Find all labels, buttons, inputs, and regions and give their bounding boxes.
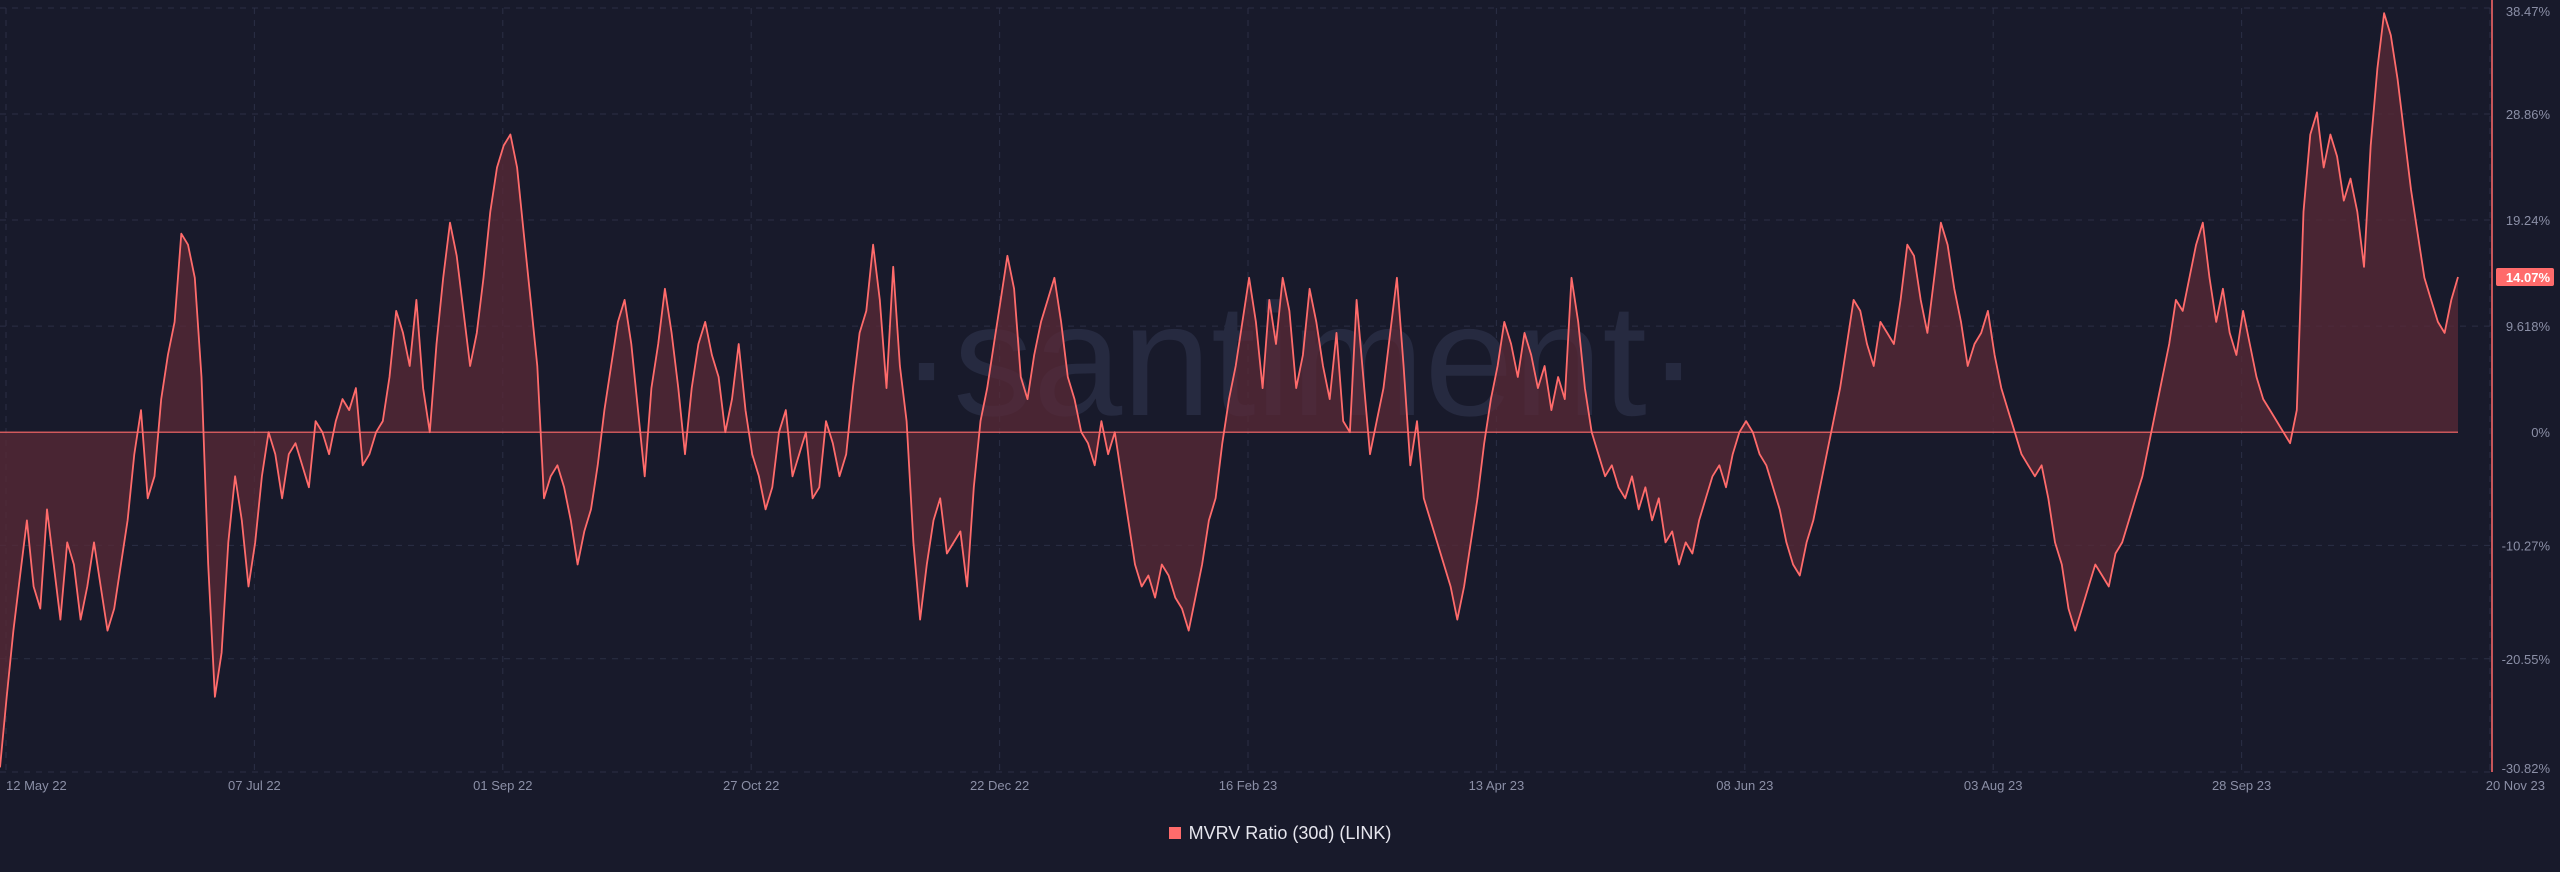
x-tick-label: 22 Dec 22	[970, 778, 1029, 793]
series-line	[0, 12, 2459, 768]
x-tick-label: 03 Aug 23	[1964, 778, 2023, 793]
last-value-label: 14.07%	[2506, 270, 2551, 285]
y-tick-label: 38.47%	[2506, 4, 2551, 19]
last-value-badge	[2496, 268, 2554, 287]
x-tick-label: 12 May 22	[6, 778, 67, 793]
axis-layer: 38.47% 28.86% 19.24% 9.618% 0% -10.27% -20.55%…	[6, 0, 2554, 793]
x-tick-label: 27 Oct 22	[723, 778, 779, 793]
x-tick-label: 08 Jun 23	[1716, 778, 1773, 793]
y-tick-label: 0%	[2531, 425, 2550, 440]
chart-legend[interactable]: MVRV Ratio (30d) (LINK)	[0, 818, 2560, 848]
y-tick-label: 9.618%	[2506, 319, 2551, 334]
series-area	[0, 13, 2458, 768]
x-tick-label: 28 Sep 23	[2212, 778, 2271, 793]
x-tick-label: 07 Jul 22	[228, 778, 281, 793]
y-tick-label: 19.24%	[2506, 213, 2551, 228]
x-tick-label: 01 Sep 22	[473, 778, 532, 793]
y-tick-label: -10.27%	[2502, 538, 2551, 553]
x-tick-label: 20 Nov 23	[2486, 778, 2545, 793]
legend-label: MVRV Ratio (30d) (LINK)	[1188, 822, 1392, 843]
legend-swatch	[1168, 827, 1181, 839]
y-tick-label: 28.86%	[2506, 107, 2551, 122]
x-tick-label: 16 Feb 23	[1219, 778, 1278, 793]
plot-layer	[0, 12, 2459, 768]
y-tick-label: -30.82%	[2502, 761, 2551, 776]
x-tick-label: 13 Apr 23	[1469, 778, 1525, 793]
y-tick-label: -20.55%	[2502, 652, 2551, 667]
